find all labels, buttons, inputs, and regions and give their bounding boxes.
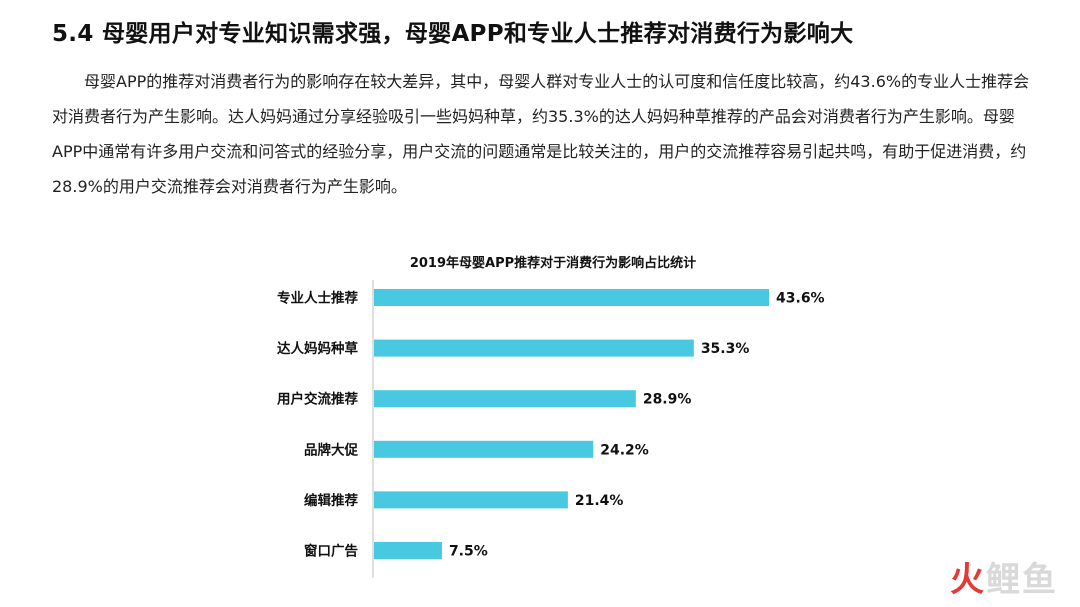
bar-4 — [374, 440, 594, 458]
bar-1 — [374, 289, 770, 306]
value-label-2: 35.3% — [701, 341, 750, 357]
value-label-3: 28.9% — [643, 392, 692, 408]
value-label-1: 43.6% — [776, 291, 825, 307]
bar-chart: 2019年母婴APP推荐对于消费行为影响占比统计 专业人士推荐 43.6% 达人妈妈… — [277, 255, 825, 578]
watermark-part-2: 鲤鱼 — [986, 560, 1058, 600]
page-title: 5.4 母婴用户对专业知识需求强，母婴APP和专业人士推荐对消费行为影响大 — [52, 21, 854, 47]
category-label-4: 品牌大促 — [304, 441, 358, 458]
category-label-1: 专业人士推荐 — [277, 290, 358, 307]
bar-5 — [374, 491, 568, 509]
value-label-6: 7.5% — [449, 544, 488, 560]
intro-paragraph: 母婴APP的推荐对消费者行为的影响存在较大差异，其中，母婴人群对专业人士的认可度… — [52, 72, 1030, 196]
value-label-5: 21.4% — [575, 493, 624, 509]
bar-6 — [374, 542, 442, 559]
bar-3 — [374, 390, 636, 408]
category-label-6: 窗口广告 — [304, 543, 358, 560]
category-label-5: 编辑推荐 — [304, 492, 358, 509]
bar-2 — [374, 339, 694, 357]
category-label-2: 达人妈妈种草 — [277, 340, 358, 357]
watermark-logo: 火鲤鱼 — [950, 552, 1058, 601]
chart-title: 2019年母婴APP推荐对于消费行为影响占比统计 — [410, 255, 696, 271]
watermark-part-1: 火 — [950, 560, 986, 600]
category-label-3: 用户交流推荐 — [277, 391, 358, 408]
value-label-4: 24.2% — [600, 442, 649, 458]
